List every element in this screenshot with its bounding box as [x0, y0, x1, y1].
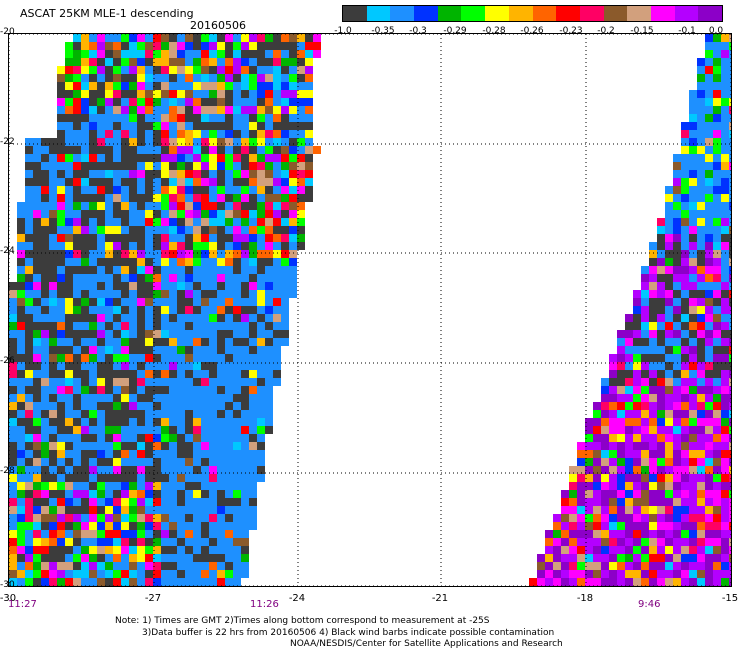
colorbar: [342, 5, 723, 22]
colorbar-labels: -1.0 -0.35 -0.3 -0.29 -0.28 -0.26 -0.23 -0.2 -0.…: [0, 26, 740, 38]
footer-note-2: 3)Data buffer is 22 hrs from 20160506 4)…: [142, 628, 555, 638]
colorbar-label: -0.23: [559, 26, 583, 36]
x-axis-label-15w: -15: [721, 593, 739, 604]
colorbar-swatch-15: [698, 6, 722, 21]
y-axis-label-20s: -20: [0, 27, 15, 37]
x-axis-label-30w: -30: [0, 593, 17, 604]
x-axis-label-27w: -27: [144, 593, 162, 604]
y-axis-label-22s: -22: [0, 137, 15, 147]
colorbar-label: -0.1: [678, 26, 696, 36]
y-axis-label-24s: -24: [0, 246, 15, 256]
colorbar-swatch-2: [390, 6, 415, 21]
colorbar-swatch-4: [437, 6, 462, 21]
colorbar-label: -0.2: [597, 26, 615, 36]
colorbar-swatch-12: [627, 6, 651, 21]
footer-credit: NOAA/NESDIS/Center for Satellite Applica…: [290, 639, 563, 649]
y-axis-label-28s: -28: [0, 466, 15, 476]
x-axis-label-24w: -24: [288, 593, 306, 604]
colorbar-label: -0.3: [409, 26, 427, 36]
colorbar-swatch-5: [461, 6, 486, 21]
colorbar-label: -0.35: [371, 26, 395, 36]
colorbar-label: -0.29: [443, 26, 467, 36]
colorbar-swatch-0: [343, 6, 367, 21]
colorbar-label: -0.26: [520, 26, 544, 36]
colorbar-label: 0.0: [708, 26, 724, 36]
time-label-mid: 11:26: [250, 599, 279, 610]
x-axis-label-21w: -21: [431, 593, 449, 604]
colorbar-swatch-7: [508, 6, 533, 21]
colorbar-swatch-14: [674, 6, 699, 21]
colorbar-swatch-9: [556, 6, 580, 21]
footer-note-1: Note: 1) Times are GMT 2)Times along bot…: [115, 616, 490, 626]
colorbar-swatch-1: [366, 6, 391, 21]
colorbar-swatch-3: [414, 6, 438, 21]
y-axis-label-26s: -26: [0, 356, 15, 366]
colorbar-swatch-10: [579, 6, 604, 21]
colorbar-label: -0.15: [630, 26, 654, 36]
colorbar-swatch-11: [603, 6, 628, 21]
time-label-east: 9:46: [638, 599, 661, 610]
map-title: ASCAT 25KM MLE-1 descending: [20, 7, 194, 20]
colorbar-swatch-6: [485, 6, 509, 21]
y-axis-label-30s: -30: [0, 580, 15, 590]
swath-map[interactable]: [8, 33, 732, 587]
swath-map-canvas: [9, 34, 731, 586]
colorbar-label: -0.28: [482, 26, 506, 36]
colorbar-label: -1.0: [334, 26, 352, 36]
x-axis-label-18w: -18: [576, 593, 594, 604]
map-date: 20160506: [190, 19, 246, 32]
time-label-west: 11:27: [8, 599, 37, 610]
colorbar-swatch-8: [532, 6, 557, 21]
colorbar-swatch-13: [650, 6, 675, 21]
